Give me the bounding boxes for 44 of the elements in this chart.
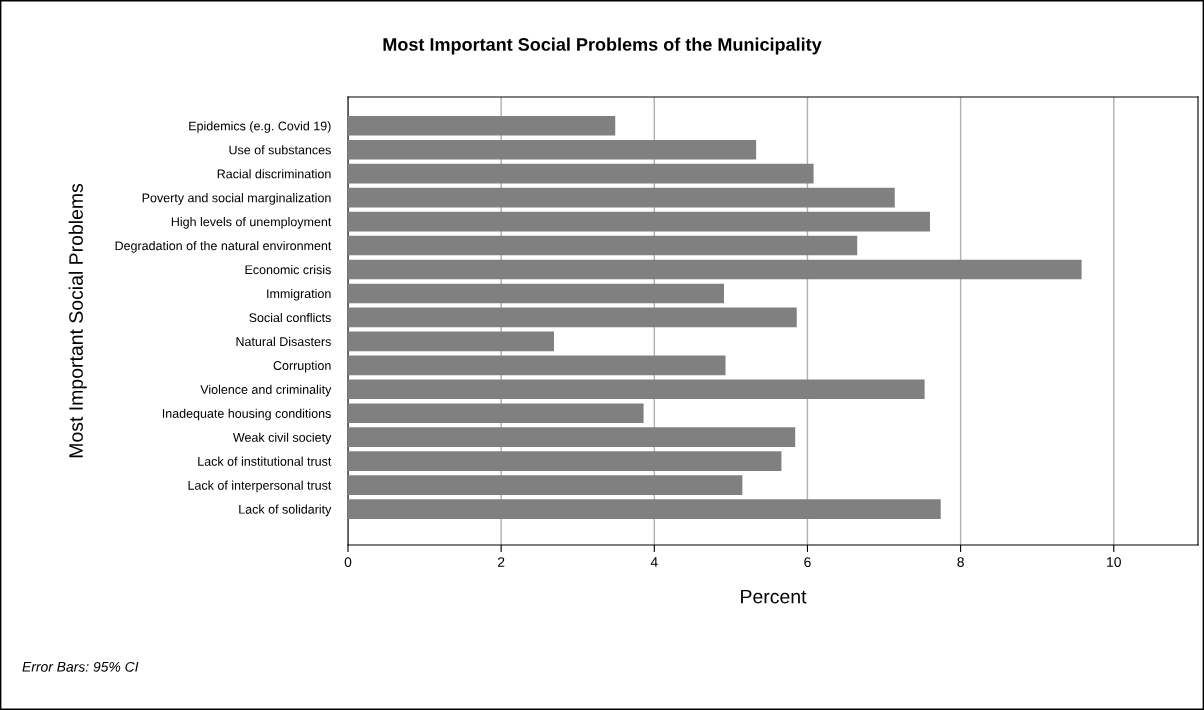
y-tick-label: Lack of institutional trust [198, 456, 332, 466]
bar [348, 355, 726, 376]
y-tick-label: Social conflicts [249, 312, 331, 323]
y-tick-label: Lack of interpersonal trust [188, 480, 332, 493]
bar [348, 139, 757, 160]
x-tick-label: 6 [804, 557, 811, 568]
y-tick-label: Natural Disasters [236, 336, 331, 347]
x-tick-label: 2 [497, 557, 505, 567]
bar [348, 475, 743, 495]
y-tick-label: Degradation of the natural environment [115, 241, 332, 253]
bar [348, 187, 895, 208]
x-tick-label: 4 [650, 557, 658, 567]
y-tick-label: Immigration [267, 288, 331, 301]
y-tick-label: Violence and criminality [200, 384, 332, 397]
y-tick-label: Epidemics (e.g. Covid 19) [189, 121, 331, 133]
bar [348, 235, 858, 256]
y-tick-label: Inadequate housing conditions [162, 408, 331, 421]
bar [348, 451, 782, 471]
bar [348, 283, 724, 304]
bar [348, 163, 814, 184]
text: Error Bars: 95% CI [22, 661, 139, 672]
y-tick-label: Corruption [273, 360, 331, 373]
bar [348, 115, 616, 136]
y-tick-label: Poverty and social marginalization [142, 193, 331, 205]
y-tick-label: Use of substances [229, 145, 331, 155]
bar [348, 259, 1082, 280]
bar [348, 499, 941, 519]
y-tick-label: Lack of solidarity [239, 504, 332, 517]
bar [348, 379, 925, 400]
y-tick-label: Racial discrimination [217, 169, 331, 179]
y-tick-label: Weak civil society [232, 432, 332, 445]
bar [348, 211, 930, 232]
y-tick-label: Economic crisis [245, 264, 331, 275]
x-tick-label: 8 [957, 557, 964, 568]
bar [348, 403, 644, 424]
x-tick-label: 0 [344, 557, 352, 568]
bar [348, 307, 797, 328]
bar [348, 331, 554, 352]
x-axis-title: Percent [741, 589, 807, 604]
chart-title: Most Important Social Problems of the Municipality [383, 37, 822, 55]
x-tick-label: 10 [1107, 557, 1121, 568]
y-tick-label: High levels of unemployment [171, 217, 332, 229]
bar [348, 427, 796, 448]
y-axis-title: Most Important Social Problems [68, 183, 87, 458]
